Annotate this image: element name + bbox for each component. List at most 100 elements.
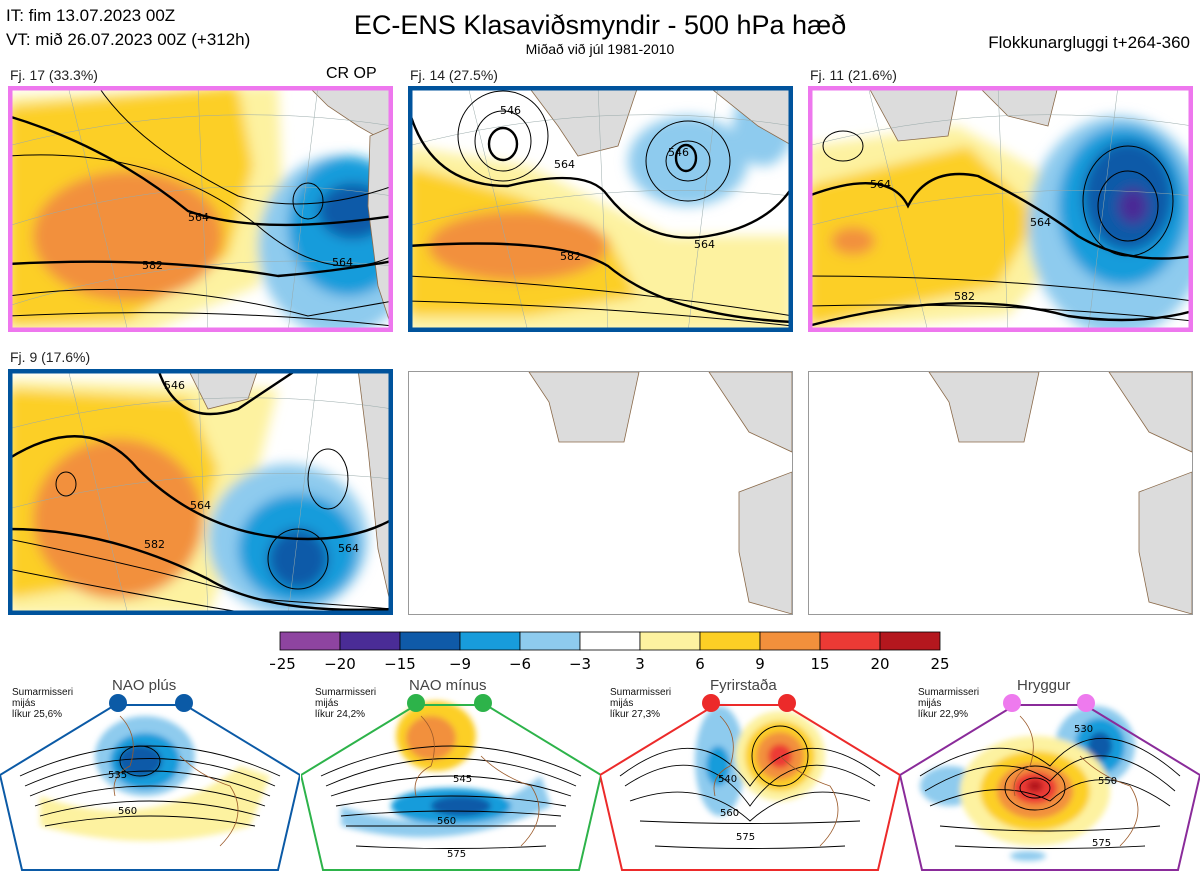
colorbar-tick-label: −6 (509, 655, 531, 673)
regime-map: 545 560 575 (299, 694, 603, 871)
contour-label: 560 (720, 808, 739, 819)
regime-probability: líkur 25,6% (12, 709, 63, 720)
cluster-map-2: 546 546 564 564 582 (408, 86, 793, 332)
contour-label: 564 (554, 158, 575, 171)
regime-marker-right (175, 694, 193, 712)
cluster-frame-4 (8, 369, 393, 615)
contour-582 (8, 259, 393, 278)
colorbar-box (699, 631, 761, 651)
cluster-map-3: 564 564 582 (808, 86, 1193, 332)
colorbar-box (339, 631, 401, 651)
regime-season: Sumarmisseri (610, 687, 672, 698)
panel-label-2: Fj. 14 (27.5%) (410, 67, 498, 83)
colorbar-box (819, 631, 881, 651)
initial-time: IT: fim 13.07.2023 00Z (6, 6, 176, 25)
contour-label: 564 (338, 542, 359, 555)
colorbar-box (399, 631, 461, 651)
regime-panel-nao-plus: NAO plús Sumarmisseri mijás líkur 25,6% … (0, 676, 302, 871)
colorbar-tick-label: −25 (270, 655, 296, 673)
panel-label-1: Fj. 17 (33.3%) (10, 67, 98, 83)
contour-label: 546 (500, 104, 521, 117)
contour-label: 564 (1030, 216, 1051, 229)
chart-subtitle: Miðað við júl 1981-2010 (525, 41, 675, 57)
regime-panel-nao-minus: NAO mínus Sumarmisseri mijás líkur 24,2%… (299, 676, 603, 871)
regime-panel-ridge: Hryggur Sumarmisseri mijás líkur 22,9% (898, 676, 1200, 871)
colorbar: −25 −20 −15 −9 −6 −3 3 6 9 15 20 25 (270, 631, 950, 673)
cluster-panel-3: 564 564 582 (808, 86, 1193, 332)
regime-fraction: mijás (918, 698, 942, 709)
regime-title: NAO mínus (409, 677, 487, 694)
regime-panel-blocking: Fyrirstaða Sumarmisseri mijás líkur 27,3… (598, 676, 902, 871)
contour-label: 575 (1092, 838, 1111, 849)
colorbar-box (879, 631, 941, 651)
cluster-panel-1: 564 582 564 (8, 86, 393, 332)
colorbar-box (279, 631, 341, 651)
regime-fraction: mijás (12, 698, 36, 709)
regime-title: Hryggur (1017, 677, 1071, 694)
colorbar-box (759, 631, 821, 651)
contour-label: 535 (108, 770, 127, 781)
contour-label: 564 (332, 256, 353, 269)
cluster-frame-1 (8, 86, 393, 332)
panel-tag-1: CR OP (326, 65, 377, 82)
colorbar-tick-label: −3 (569, 655, 591, 673)
colorbar-tick-label: 6 (695, 655, 705, 673)
contour-564-a (8, 114, 393, 227)
regime-map: 530 550 575 (898, 694, 1200, 871)
regime-map: 540 560 575 (598, 694, 902, 871)
contour-label: 582 (954, 290, 975, 303)
contour-label: 550 (1098, 776, 1117, 787)
contour-label: 560 (437, 816, 456, 827)
panel-label-4: Fj. 9 (17.6%) (10, 349, 91, 365)
colorbar-tick-label: −15 (384, 655, 416, 673)
contour-label: 564 (190, 499, 211, 512)
regime-season: Sumarmisseri (315, 687, 377, 698)
contour-label: 582 (144, 538, 165, 551)
regime-marker-left (702, 694, 720, 712)
regime-marker-right (778, 694, 796, 712)
colorbar-tick-label: −20 (324, 655, 356, 673)
colorbar-tick-label: 20 (870, 655, 889, 673)
contour-label: 560 (118, 806, 137, 817)
cluster-panel-2: 546 546 564 564 582 (408, 86, 793, 332)
cluster-panel-4: 546 564 582 564 (8, 369, 393, 615)
colorbar-box (639, 631, 701, 651)
valid-time: VT: mið 26.07.2023 00Z (+312h) (6, 30, 251, 49)
colorbar-box (519, 631, 581, 651)
basemap-1 (528, 372, 792, 614)
colorbar-tick-label: 9 (755, 655, 765, 673)
empty-map-panel-1 (408, 371, 793, 615)
contour-label: 575 (447, 849, 466, 860)
contour-label: 582 (560, 250, 581, 263)
colorbar-tick-label: −9 (449, 655, 471, 673)
regime-marker-left (407, 694, 425, 712)
regime-title: Fyrirstaða (710, 677, 777, 694)
contour-label: 540 (718, 774, 737, 785)
regime-fraction: mijás (315, 698, 339, 709)
basemap-2 (928, 372, 1192, 614)
contour-label: 575 (736, 832, 755, 843)
colorbar-tick-label: 15 (810, 655, 829, 673)
cluster-map-4: 546 564 582 564 (8, 369, 393, 615)
colorbar-tick-label: 3 (635, 655, 645, 673)
regime-probability: líkur 27,3% (610, 709, 661, 720)
regime-marker-left (1003, 694, 1021, 712)
colorbar-box (459, 631, 521, 651)
regime-marker-right (1077, 694, 1095, 712)
contour-label: 546 (164, 379, 185, 392)
empty-map-panel-2 (808, 371, 1193, 615)
regime-season: Sumarmisseri (12, 687, 74, 698)
regime-title: NAO plús (112, 677, 177, 694)
regime-fraction: mijás (610, 698, 634, 709)
regime-probability: líkur 24,2% (315, 709, 366, 720)
regime-marker-right (474, 694, 492, 712)
regime-probability: líkur 22,9% (918, 709, 969, 720)
regime-map: 535 560 (0, 694, 302, 871)
contour-label: 545 (453, 774, 472, 785)
contour-label: 546 (668, 146, 689, 159)
contour-label: 564 (694, 238, 715, 251)
cluster-frame-2 (408, 86, 793, 332)
panel-label-3: Fj. 11 (21.6%) (810, 67, 897, 83)
contour-label: 564 (870, 178, 891, 191)
colorbar-box (579, 631, 641, 651)
